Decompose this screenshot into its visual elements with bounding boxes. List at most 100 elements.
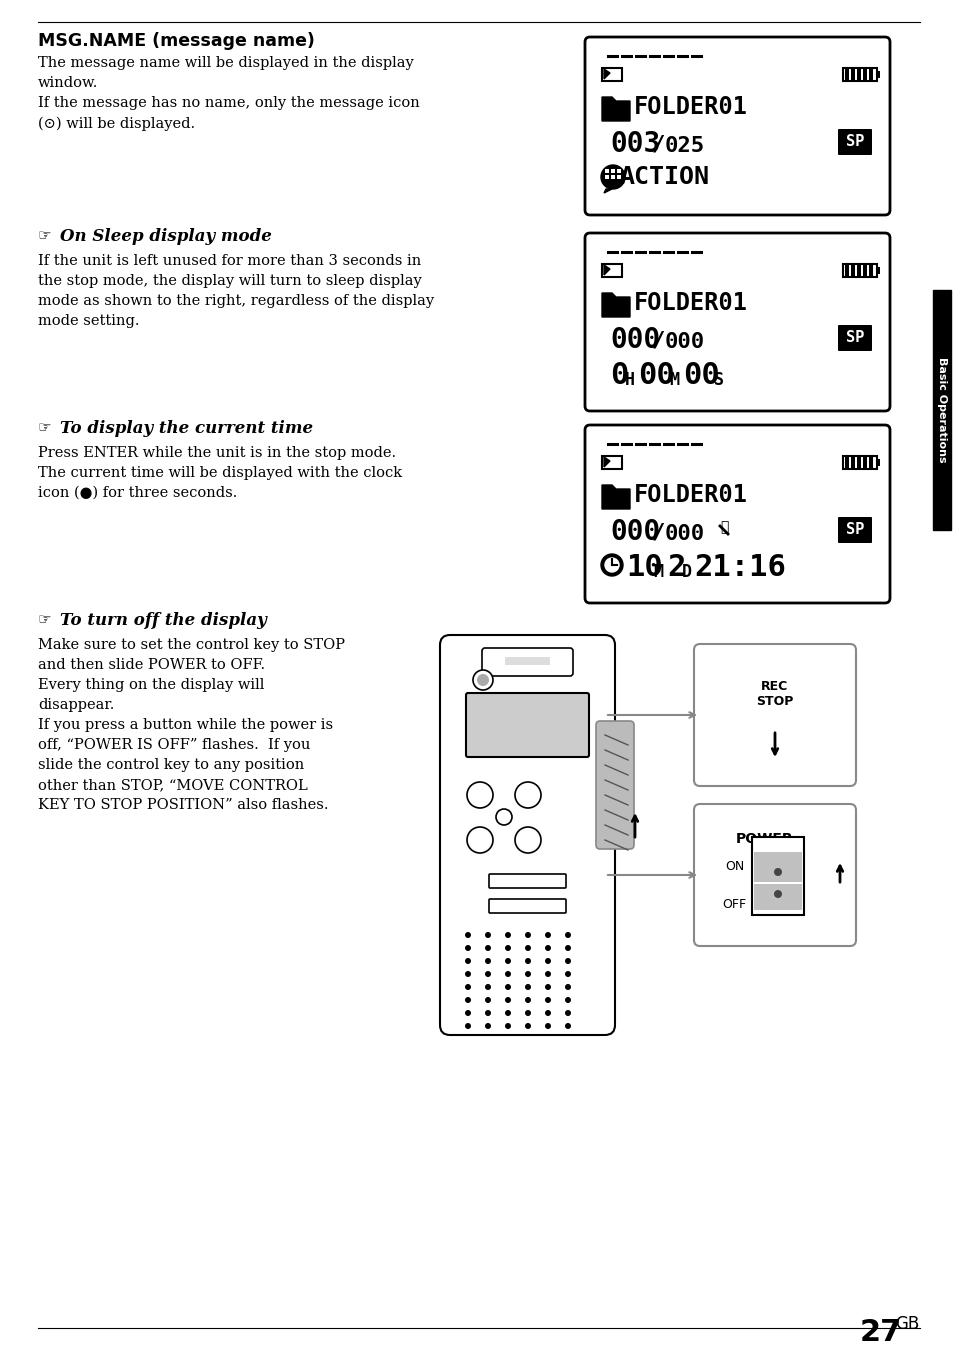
Circle shape bbox=[544, 1010, 551, 1015]
Circle shape bbox=[484, 971, 491, 976]
Text: On Sleep display mode: On Sleep display mode bbox=[60, 229, 272, 245]
Circle shape bbox=[773, 890, 781, 898]
Bar bbox=[617, 169, 620, 174]
Circle shape bbox=[504, 985, 511, 990]
Bar bbox=[850, 265, 854, 276]
Circle shape bbox=[464, 958, 471, 964]
Circle shape bbox=[524, 985, 531, 990]
Text: 00: 00 bbox=[682, 360, 719, 390]
Circle shape bbox=[464, 985, 471, 990]
Circle shape bbox=[484, 1010, 491, 1015]
FancyBboxPatch shape bbox=[584, 38, 889, 215]
Bar bbox=[876, 71, 879, 78]
Bar bbox=[610, 175, 615, 179]
FancyBboxPatch shape bbox=[837, 129, 871, 155]
FancyBboxPatch shape bbox=[584, 425, 889, 603]
Text: OFF: OFF bbox=[721, 898, 745, 911]
Text: /: / bbox=[651, 134, 664, 153]
Bar bbox=[862, 265, 866, 276]
FancyBboxPatch shape bbox=[584, 233, 889, 412]
Circle shape bbox=[464, 971, 471, 976]
Text: GB: GB bbox=[894, 1315, 919, 1333]
Text: 000: 000 bbox=[609, 325, 659, 354]
Bar bbox=[868, 69, 872, 79]
Circle shape bbox=[544, 932, 551, 937]
Circle shape bbox=[564, 1010, 571, 1015]
Circle shape bbox=[504, 946, 511, 951]
Text: 025: 025 bbox=[664, 136, 704, 156]
Text: M: M bbox=[652, 564, 662, 581]
Circle shape bbox=[496, 808, 512, 824]
Circle shape bbox=[524, 997, 531, 1003]
Bar bbox=[842, 69, 876, 81]
Bar bbox=[844, 457, 848, 468]
Bar bbox=[610, 169, 615, 174]
Circle shape bbox=[564, 946, 571, 951]
Circle shape bbox=[604, 558, 618, 572]
Text: REC
STOP: REC STOP bbox=[756, 681, 793, 707]
Text: S: S bbox=[713, 371, 723, 389]
Circle shape bbox=[564, 958, 571, 964]
Text: MSG.NAME (message name): MSG.NAME (message name) bbox=[38, 32, 314, 50]
Circle shape bbox=[564, 1024, 571, 1029]
Circle shape bbox=[544, 971, 551, 976]
Text: To display the current time: To display the current time bbox=[60, 420, 313, 437]
Text: FOLDER01: FOLDER01 bbox=[634, 483, 747, 507]
Circle shape bbox=[524, 946, 531, 951]
Text: SP: SP bbox=[845, 522, 863, 538]
Polygon shape bbox=[601, 97, 629, 121]
Circle shape bbox=[564, 985, 571, 990]
Text: SP: SP bbox=[845, 331, 863, 346]
Circle shape bbox=[473, 670, 493, 690]
Circle shape bbox=[504, 958, 511, 964]
Circle shape bbox=[544, 997, 551, 1003]
Text: ACTION: ACTION bbox=[619, 165, 709, 190]
Bar bbox=[868, 457, 872, 468]
Circle shape bbox=[484, 932, 491, 937]
Circle shape bbox=[504, 932, 511, 937]
Polygon shape bbox=[603, 190, 612, 192]
Text: 000: 000 bbox=[664, 332, 704, 352]
FancyBboxPatch shape bbox=[837, 325, 871, 351]
Text: H: H bbox=[624, 371, 635, 389]
Bar bbox=[617, 175, 620, 179]
Bar bbox=[876, 459, 879, 465]
Circle shape bbox=[524, 1010, 531, 1015]
Circle shape bbox=[484, 1024, 491, 1029]
Bar bbox=[601, 456, 621, 469]
Bar bbox=[850, 69, 854, 79]
Circle shape bbox=[564, 971, 571, 976]
Circle shape bbox=[504, 1010, 511, 1015]
Circle shape bbox=[544, 946, 551, 951]
Text: 27: 27 bbox=[859, 1318, 902, 1345]
Bar bbox=[876, 268, 879, 274]
Text: Basic Operations: Basic Operations bbox=[936, 358, 946, 463]
Text: Make sure to set the control key to STOP
and then slide POWER to OFF.
Every thin: Make sure to set the control key to STOP… bbox=[38, 638, 345, 812]
Polygon shape bbox=[603, 69, 609, 79]
Circle shape bbox=[544, 958, 551, 964]
Bar bbox=[868, 265, 872, 276]
Circle shape bbox=[476, 674, 489, 686]
Circle shape bbox=[467, 827, 493, 853]
Text: 10: 10 bbox=[625, 553, 662, 582]
Bar bbox=[862, 457, 866, 468]
FancyBboxPatch shape bbox=[596, 721, 634, 849]
Text: If the unit is left unused for more than 3 seconds in
the stop mode, the display: If the unit is left unused for more than… bbox=[38, 254, 434, 328]
FancyBboxPatch shape bbox=[465, 693, 588, 757]
Text: ☞: ☞ bbox=[38, 612, 51, 627]
Text: Press ENTER while the unit is in the stop mode.
The current time will be display: Press ENTER while the unit is in the sto… bbox=[38, 447, 402, 500]
Text: 00: 00 bbox=[638, 360, 674, 390]
Circle shape bbox=[464, 946, 471, 951]
Bar bbox=[751, 837, 803, 915]
Circle shape bbox=[467, 781, 493, 808]
Bar bbox=[604, 175, 608, 179]
Circle shape bbox=[600, 165, 624, 190]
FancyBboxPatch shape bbox=[693, 644, 855, 785]
Polygon shape bbox=[603, 457, 609, 467]
Text: D: D bbox=[681, 564, 691, 581]
Circle shape bbox=[484, 958, 491, 964]
Text: The message name will be displayed in the display
window.
If the message has no : The message name will be displayed in th… bbox=[38, 56, 419, 130]
Circle shape bbox=[464, 1010, 471, 1015]
Polygon shape bbox=[601, 293, 629, 317]
Circle shape bbox=[504, 997, 511, 1003]
